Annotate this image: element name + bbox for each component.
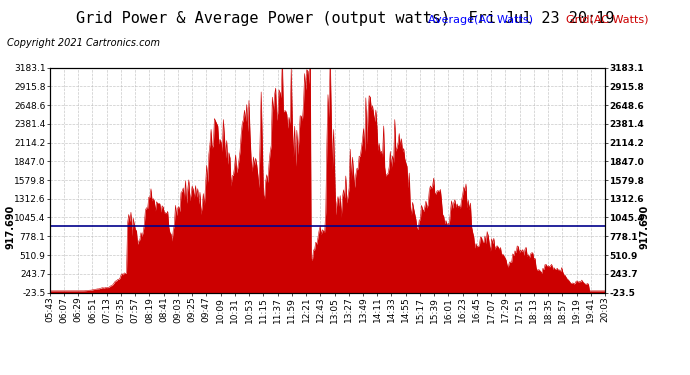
Text: 917.690: 917.690 <box>6 204 16 249</box>
Text: Grid Power & Average Power (output watts)  Fri Jul 23 20:19: Grid Power & Average Power (output watts… <box>76 11 614 26</box>
Text: Average(AC Watts): Average(AC Watts) <box>428 15 533 25</box>
Text: 917.690: 917.690 <box>639 204 649 249</box>
Text: Grid(AC Watts): Grid(AC Watts) <box>566 15 649 25</box>
Text: Copyright 2021 Cartronics.com: Copyright 2021 Cartronics.com <box>7 38 160 48</box>
